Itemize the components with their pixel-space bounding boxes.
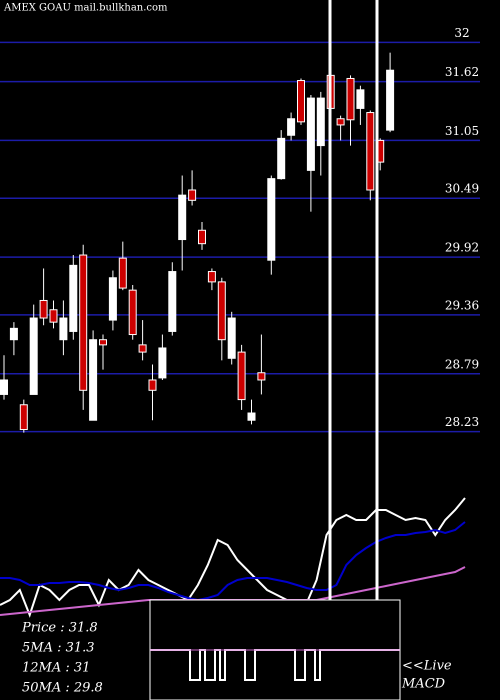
candle-body [39,299,48,319]
macd-label: MACD [401,677,446,692]
candle-body [0,379,8,395]
candle-body [336,118,345,126]
stat: Price : 31.8 [21,621,98,636]
marks [0,41,480,618]
y-tick-label: 29.92 [445,241,479,255]
indicator-line [0,497,466,618]
candle-body [9,327,18,341]
candle-body [89,339,98,421]
candle-body [19,404,28,431]
candle-body [257,372,266,381]
candle-body [346,77,355,121]
y-tick-label: 31.62 [445,65,479,79]
stat: 50MA : 29.8 [22,681,103,696]
candle-body [79,254,88,391]
candle-body [247,412,256,421]
candle-body [108,277,117,321]
candle-body [207,271,216,283]
candle-body [277,137,286,180]
candle-body [168,271,177,332]
candle-body [138,344,147,353]
indicator-line [0,521,466,602]
live-label: <<Live [402,659,452,674]
candle-body [178,194,187,241]
candle-body [128,289,137,336]
candle-body [306,97,315,171]
y-tick-label: 28.79 [445,357,479,371]
stat: 5MA : 31.3 [22,641,95,656]
candle-body [99,339,107,346]
candle-body [356,89,365,109]
y-tick-label: 31.05 [445,124,479,138]
y-tick-label: 28.23 [445,415,479,429]
candle-body [316,97,325,147]
candle-body [287,118,296,136]
candle-body [148,379,157,391]
candle-body [118,257,127,289]
candle-body [267,178,276,261]
stat: 12MA : 31 [22,661,90,676]
candle-body [386,69,395,131]
candle-body [198,229,206,245]
y-tick-label: 29.36 [445,298,479,312]
candle-body [29,317,38,395]
candle-body [227,317,236,359]
candle-body [237,351,246,401]
candle-body [217,281,226,341]
candle-body [59,317,68,341]
candle-body [188,189,197,201]
y-tick-label: 30.49 [445,182,479,196]
candle-body [366,112,375,191]
candle-body [49,309,58,323]
candle-body [69,264,78,332]
chart-title: AMEX GOAU mail.bullkhan.com [3,3,168,14]
candle-body [297,80,305,123]
y-tick-label: 32 [454,26,469,40]
candle-body [158,347,167,379]
